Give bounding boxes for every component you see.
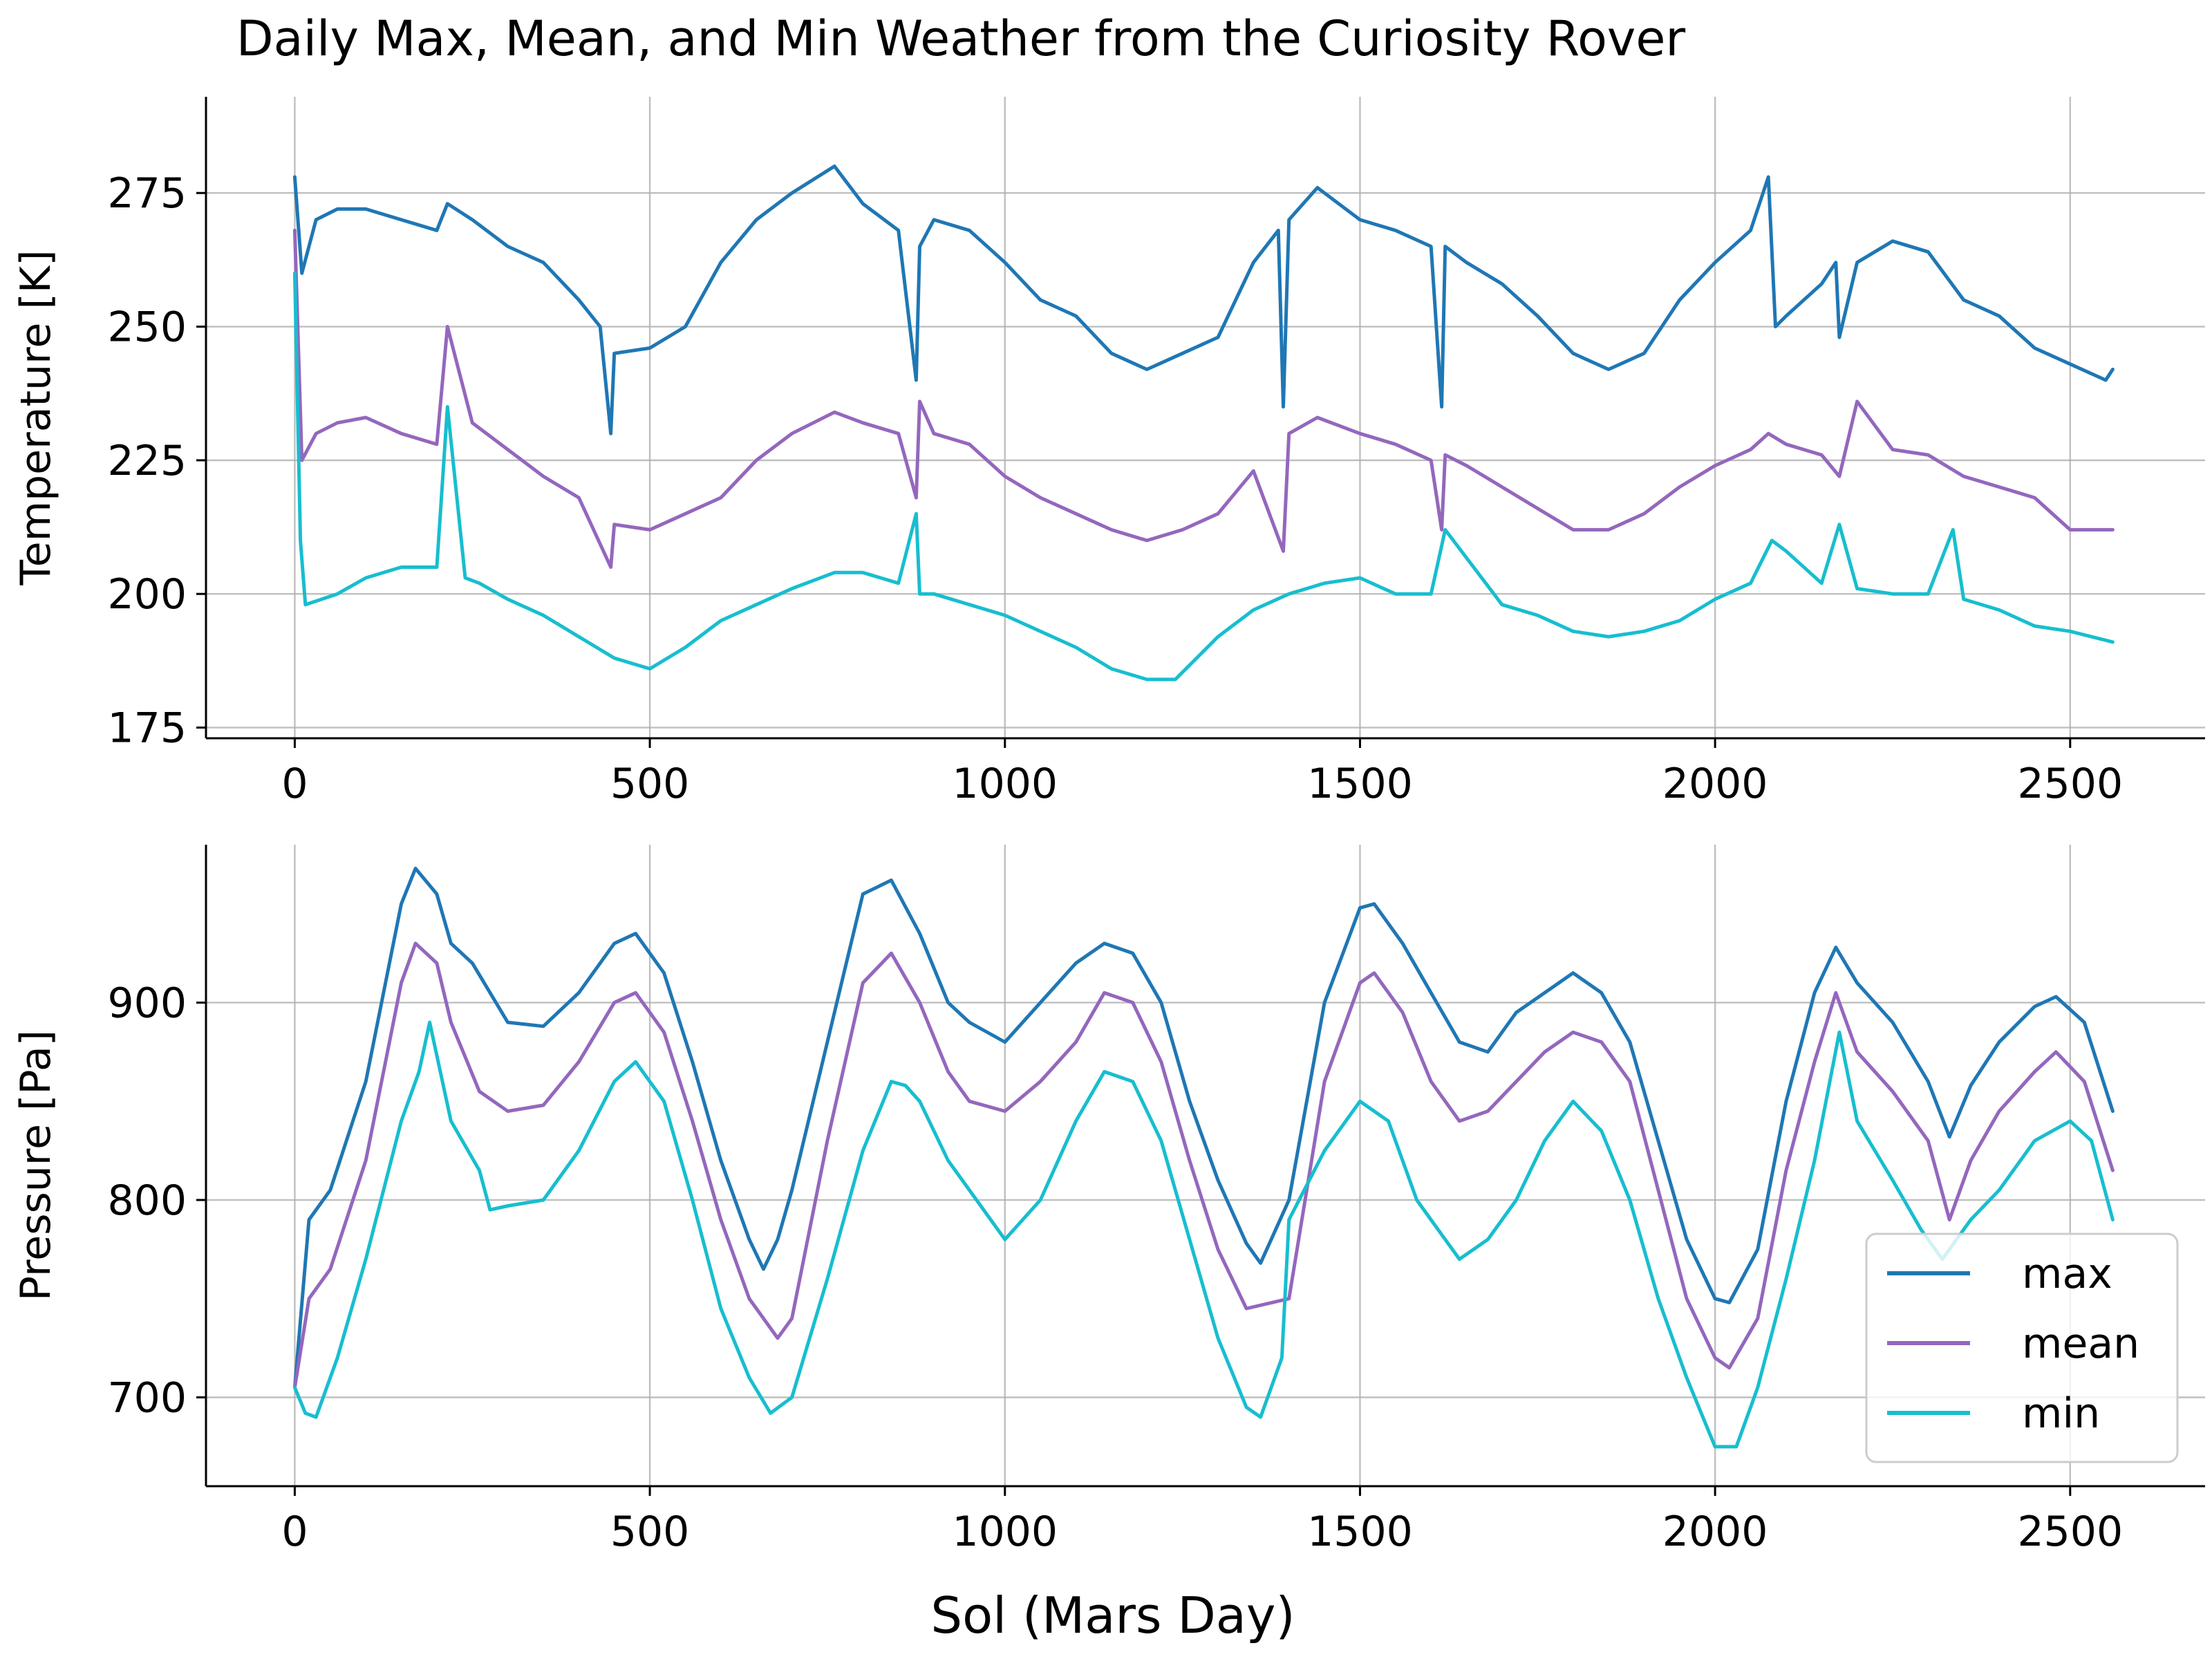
temperature-x-tick-label: 1500 — [1307, 760, 1413, 808]
temperature-series-min — [292, 271, 2115, 682]
temperature-series-max — [292, 165, 2115, 435]
pressure-x-tick-label: 2500 — [2017, 1508, 2123, 1556]
pressure-panel: 0 500 1000 1500 2000 2500 700 800 900 Pressure [… — [12, 845, 2205, 1556]
temperature-series-mean — [292, 228, 2115, 569]
pressure-x-tick-label: 2000 — [1662, 1508, 1768, 1556]
pressure-axes: 0 500 1000 1500 2000 2500 700 800 900 — [107, 845, 2205, 1556]
pressure-x-tick-label: 500 — [610, 1508, 690, 1556]
temperature-series — [292, 165, 2115, 682]
pressure-y-tick-label: 700 — [107, 1374, 187, 1423]
temperature-y-tick-label: 175 — [107, 704, 187, 753]
legend-min-label: min — [2022, 1389, 2100, 1438]
temperature-x-tick-label: 2000 — [1662, 760, 1768, 808]
temperature-y-tick-label: 225 — [107, 437, 187, 485]
pressure-series-min — [292, 1020, 2115, 1449]
temperature-x-tick-label: 500 — [610, 760, 690, 808]
temperature-x-tick-label: 2500 — [2017, 760, 2123, 808]
legend-box — [1865, 1232, 2179, 1463]
pressure-x-tick-label: 1500 — [1307, 1508, 1413, 1556]
x-axis-label: Sol (Mars Day) — [930, 1586, 1295, 1644]
temperature-y-tick-label: 250 — [107, 303, 187, 352]
legend-mean-label: mean — [2022, 1320, 2139, 1368]
pressure-x-tick-label: 0 — [281, 1508, 308, 1556]
temperature-grid — [206, 97, 2205, 738]
temperature-axes: 0 500 1000 1500 2000 2500 175 200 225 250 275 — [107, 97, 2205, 808]
legend: max mean min — [1865, 1232, 2179, 1463]
pressure-x-tick-label: 1000 — [952, 1508, 1058, 1556]
pressure-series-mean — [292, 941, 2115, 1389]
pressure-y-tick-label: 800 — [107, 1177, 187, 1225]
pressure-series-max — [292, 866, 2115, 1389]
temperature-y-axis-label: Temperature [K] — [12, 250, 60, 585]
legend-max-label: max — [2022, 1250, 2112, 1298]
pressure-y-tick-label: 900 — [107, 979, 187, 1027]
temperature-x-tick-label: 1000 — [952, 760, 1058, 808]
chart-title: Daily Max, Mean, and Min Weather from th… — [236, 10, 1686, 67]
temperature-y-tick-label: 200 — [107, 570, 187, 619]
temperature-y-tick-label: 275 — [107, 169, 187, 218]
temperature-x-tick-label: 0 — [281, 760, 308, 808]
pressure-y-axis-label: Pressure [Pa] — [12, 1030, 60, 1301]
temperature-panel: 0 500 1000 1500 2000 2500 175 200 225 250 275 Temp… — [12, 97, 2205, 808]
pressure-series — [292, 866, 2115, 1449]
